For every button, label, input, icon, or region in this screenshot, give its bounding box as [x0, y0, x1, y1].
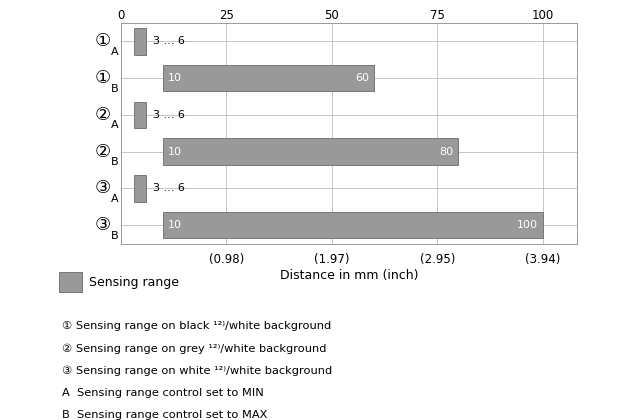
Text: 80: 80	[439, 147, 453, 157]
Bar	[133, 102, 146, 128]
Text: ①: ①	[94, 69, 110, 87]
Text: 100: 100	[517, 220, 538, 230]
Text: ① Sensing range on black ¹²⁾/white background: ① Sensing range on black ¹²⁾/white backg…	[62, 321, 331, 331]
Text: 75: 75	[430, 9, 445, 22]
Text: 3 ... 6: 3 ... 6	[153, 110, 184, 120]
Bar	[163, 65, 374, 92]
Bar	[133, 175, 146, 202]
Text: B: B	[111, 84, 119, 94]
Bar	[163, 212, 543, 239]
Text: ② Sensing range on grey ¹²⁾/white background: ② Sensing range on grey ¹²⁾/white backgr…	[62, 344, 327, 354]
Text: A  Sensing range control set to MIN: A Sensing range control set to MIN	[62, 388, 264, 398]
Text: 3 ... 6: 3 ... 6	[153, 37, 184, 47]
Text: ②: ②	[94, 143, 110, 161]
Text: ②: ②	[94, 106, 110, 124]
Text: Sensing range: Sensing range	[89, 276, 179, 289]
Text: 25: 25	[219, 9, 234, 22]
Bar	[163, 139, 458, 165]
Text: 0: 0	[117, 9, 125, 22]
Bar	[133, 28, 146, 55]
Text: 3 ... 6: 3 ... 6	[153, 184, 184, 194]
Text: 50: 50	[324, 9, 339, 22]
Text: 60: 60	[355, 73, 369, 83]
Text: ①: ①	[94, 32, 110, 50]
Text: 10: 10	[168, 220, 182, 230]
Text: ③: ③	[94, 216, 110, 234]
Text: 100: 100	[532, 9, 554, 22]
Text: B: B	[111, 231, 119, 241]
Text: ③: ③	[94, 179, 110, 197]
Text: ③ Sensing range on white ¹²⁾/white background: ③ Sensing range on white ¹²⁾/white backg…	[62, 366, 332, 376]
Text: B: B	[111, 157, 119, 167]
Text: B  Sensing range control set to MAX: B Sensing range control set to MAX	[62, 410, 267, 420]
X-axis label: Distance in mm (inch): Distance in mm (inch)	[280, 269, 418, 282]
Text: 10: 10	[168, 147, 182, 157]
Text: A: A	[111, 194, 119, 204]
Text: A: A	[111, 120, 119, 130]
Text: A: A	[111, 47, 119, 57]
Text: 10: 10	[168, 73, 182, 83]
